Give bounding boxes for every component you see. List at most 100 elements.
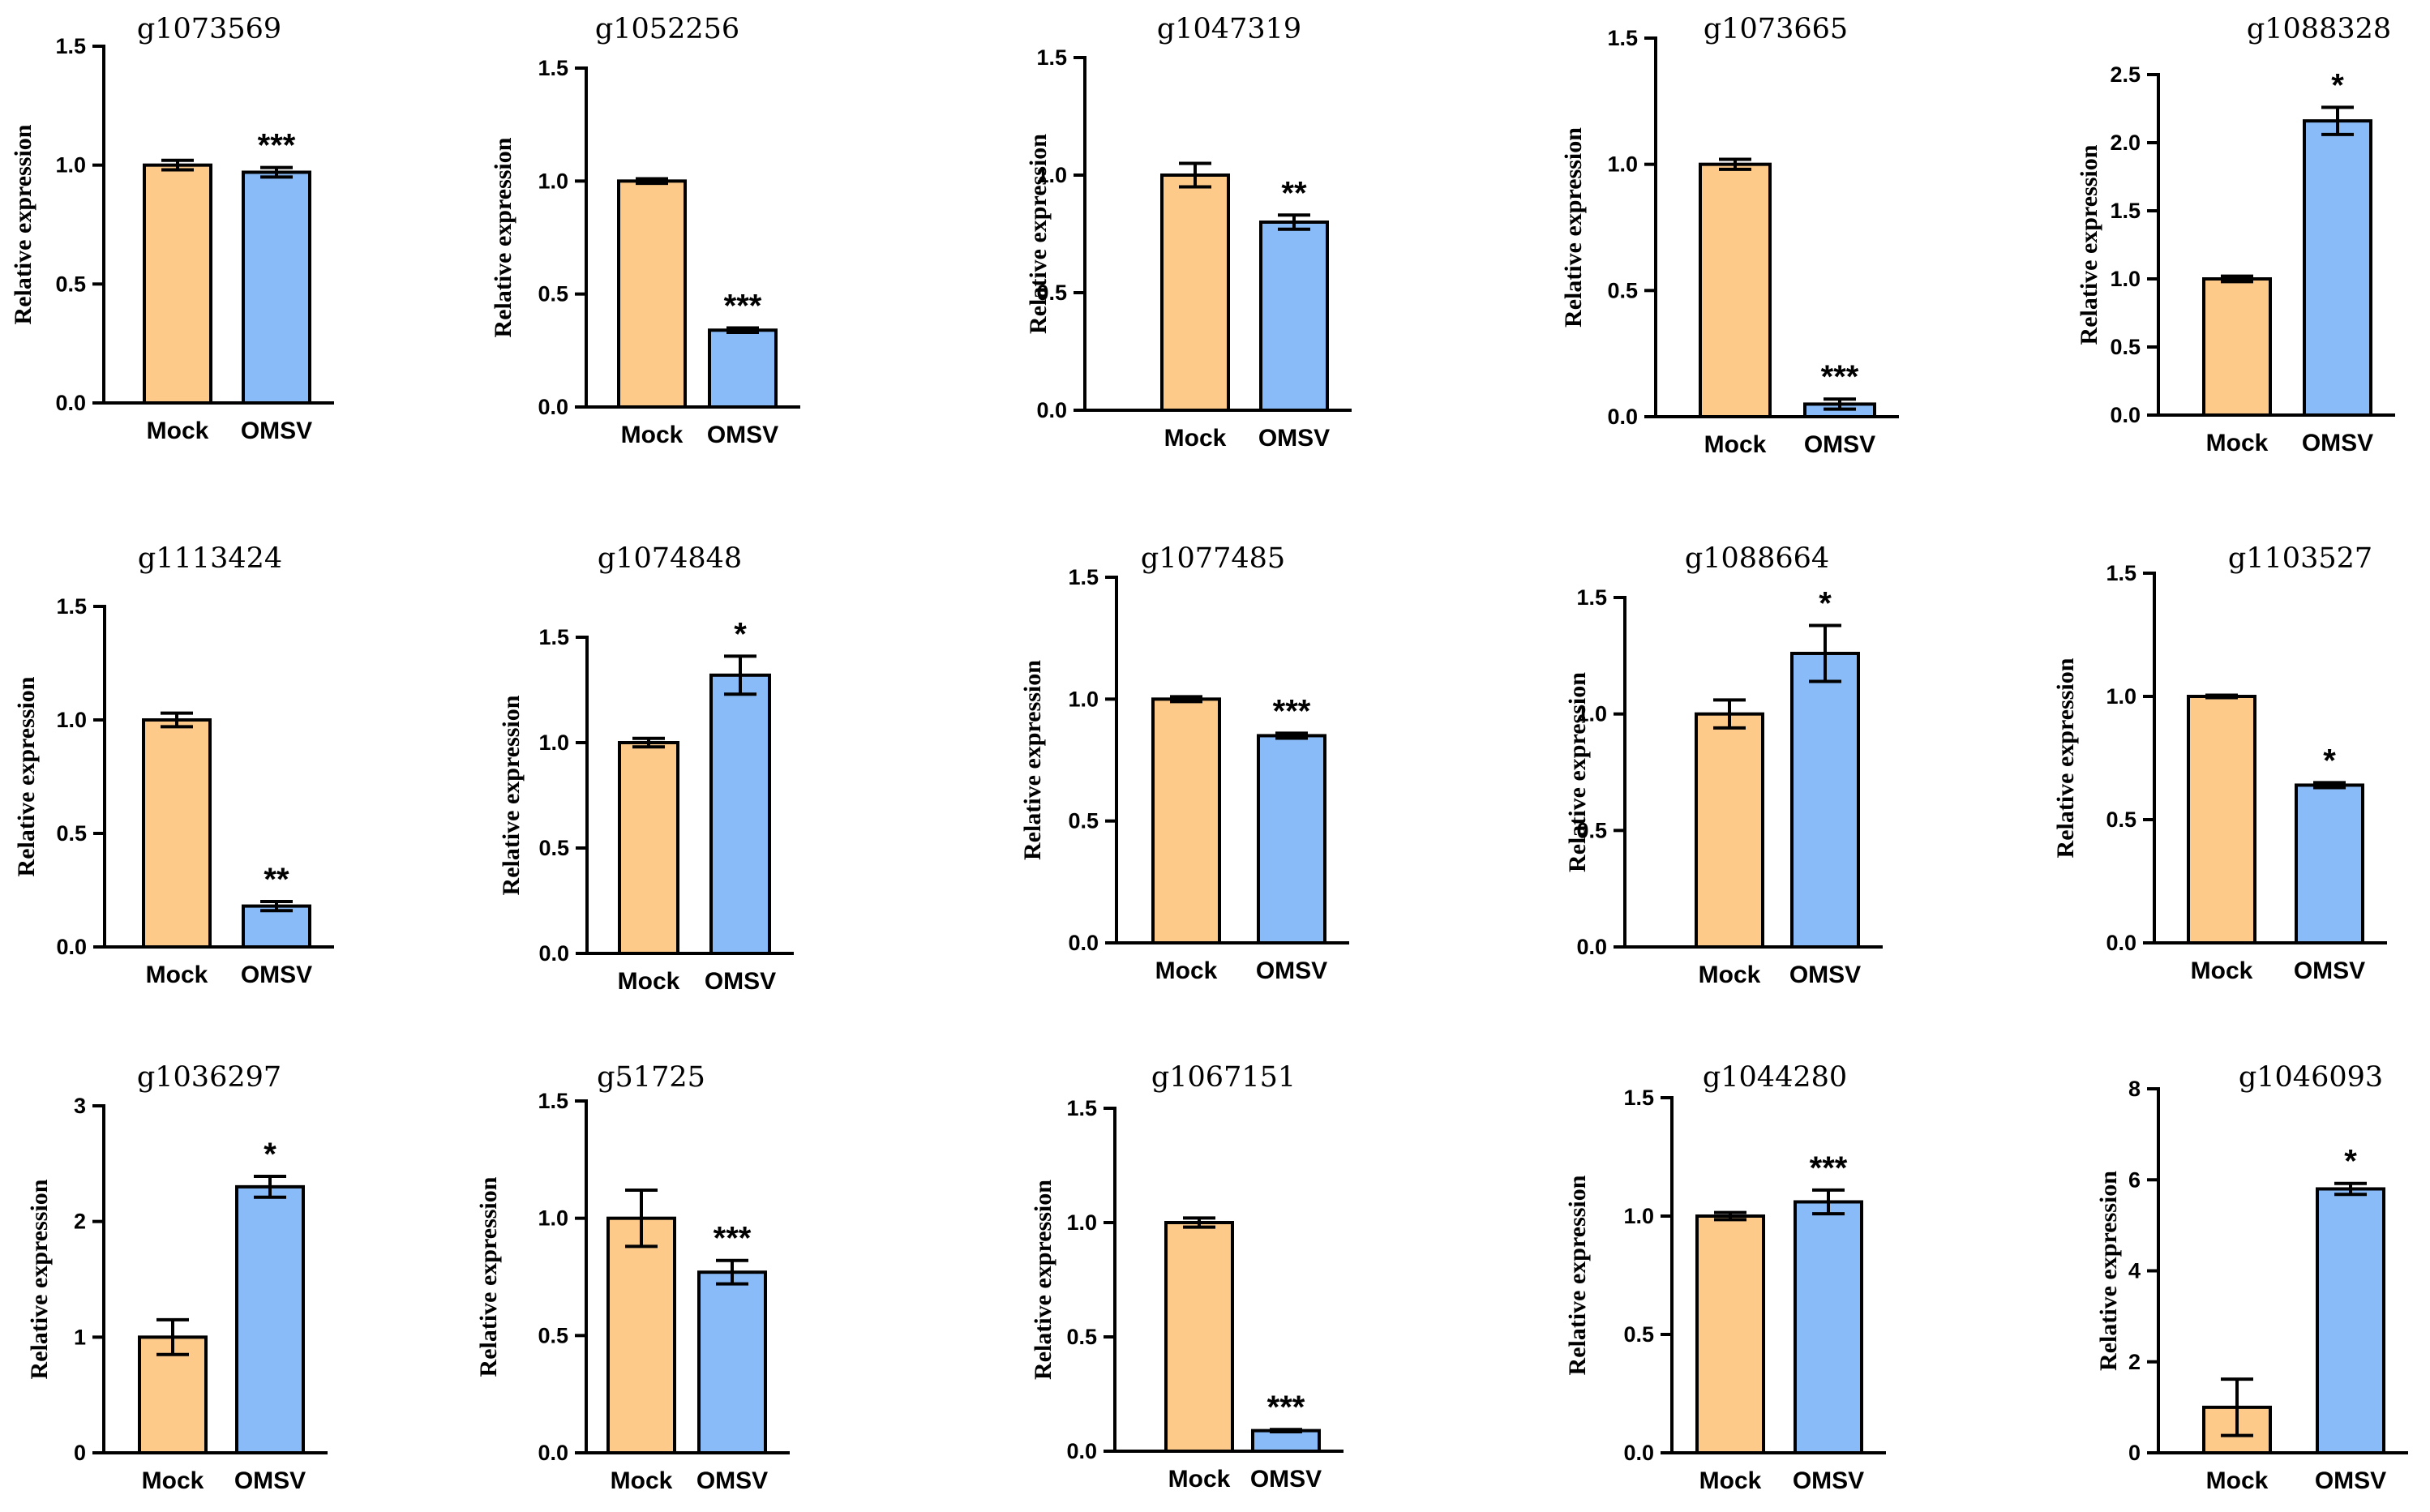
- y-axis-label: Relative expression: [10, 124, 36, 324]
- category-label-mock: Mock: [1164, 425, 1227, 452]
- y-tick-label: 1.5: [56, 594, 87, 619]
- chart-panel-g1103527: g1103527 Relative expression 0.0 0.5 1.0 1.5 M…: [2052, 542, 2387, 984]
- bar-omsv: [1259, 221, 1329, 412]
- y-axis-label: Relative expression: [1025, 134, 1052, 334]
- chart-panel-g1077485: g1077485 Relative expression 0.0 0.5 1.0 1.5 M…: [1019, 542, 1349, 984]
- chart-panel-g1067151: g1067151 Relative expression 0.0 0.5 1.0 1.5 M…: [1030, 1061, 1344, 1493]
- y-tick-label: 1.5: [2110, 199, 2141, 223]
- chart-panel-g1046093: g1046093 Relative expression 0 2 4 6 8 Mock * OMS…: [2095, 1061, 2408, 1494]
- bar-mock: [1160, 173, 1230, 412]
- y-tick-label: 1.5: [538, 1089, 568, 1113]
- category-label-omsv: OMSV: [707, 422, 778, 448]
- y-tick-label: 1.0: [1066, 1210, 1097, 1235]
- y-tick-label: 1.5: [55, 34, 86, 58]
- y-tick-label: 0: [2128, 1441, 2141, 1465]
- bar-omsv: [2303, 119, 2372, 417]
- y-tick-label: 1.0: [1623, 1204, 1654, 1228]
- y-tick-label: 1.5: [538, 56, 568, 80]
- chart-title: g1103527: [2228, 542, 2372, 575]
- category-label-mock: Mock: [618, 968, 680, 995]
- y-axis-label: Relative expression: [2095, 1171, 2122, 1371]
- category-label-mock: Mock: [1699, 962, 1761, 988]
- chart-title: g1047319: [1157, 13, 1301, 45]
- significance-marker: *: [734, 616, 747, 652]
- chart-panel-g1073569: g1073569 Relative expression 0.0 0.5 1.0 1.5 M…: [10, 13, 334, 444]
- y-axis-label: Relative expression: [26, 1179, 53, 1379]
- chart-title: g1113424: [138, 542, 282, 575]
- bar-omsv: [697, 1270, 767, 1455]
- bar-mock: [1695, 712, 1764, 949]
- significance-marker: ***: [1821, 359, 1859, 395]
- bar-omsv: [242, 170, 311, 405]
- y-tick-label: 0.0: [538, 395, 568, 419]
- category-label-omsv: OMSV: [1804, 431, 1875, 458]
- category-label-omsv: OMSV: [696, 1467, 768, 1494]
- bar-omsv: [235, 1184, 305, 1455]
- y-tick-label: 0.0: [1036, 398, 1067, 422]
- chart-title: g1052256: [595, 13, 739, 45]
- y-tick-label: 0.0: [1068, 931, 1099, 955]
- y-tick-label: 1.5: [1623, 1086, 1654, 1110]
- y-axis-label: Relative expression: [475, 1176, 502, 1377]
- chart-title: g1088328: [2247, 13, 2391, 45]
- y-tick-label: 2: [2128, 1350, 2141, 1374]
- chart-panel-g1036297: g1036297 Relative expression 0 1 2 3 Mock * OMSV: [26, 1061, 328, 1494]
- chart-title: g1036297: [137, 1061, 281, 1094]
- bar-omsv: [1790, 651, 1860, 949]
- y-tick-label: 3: [74, 1094, 86, 1118]
- chart-panel-g1052256: g1052256 Relative expression 0.0 0.5 1.0 1.5 M…: [490, 13, 800, 448]
- category-label-omsv: OMSV: [2302, 430, 2373, 456]
- category-label-omsv: OMSV: [2315, 1467, 2386, 1494]
- chart-title: g1073665: [1704, 13, 1848, 45]
- y-tick-label: 0.0: [56, 935, 87, 959]
- y-tick-label: 1.0: [1036, 163, 1067, 187]
- bar-omsv: [709, 673, 771, 955]
- y-tick-label: 0.0: [1607, 405, 1638, 429]
- bar-mock: [2187, 695, 2256, 944]
- y-tick-label: 0.0: [2110, 403, 2141, 427]
- y-tick-label: 1.0: [55, 153, 86, 178]
- y-axis-label: Relative expression: [13, 676, 40, 876]
- y-axis-label: Relative expression: [2052, 657, 2079, 858]
- bar-omsv: [708, 328, 778, 409]
- y-tick-label: 1.0: [1576, 702, 1607, 726]
- chart-panel-g1088664: g1088664 Relative expression 0.0 0.5 1.0 1.5 M…: [1564, 542, 1883, 988]
- y-tick-label: 1.0: [56, 708, 87, 732]
- y-tick-label: 1.5: [1576, 585, 1607, 610]
- y-tick-label: 1.0: [538, 1206, 568, 1231]
- y-tick-label: 0: [74, 1441, 86, 1465]
- y-tick-label: 1.0: [538, 730, 569, 755]
- chart-panel-g51725: g51725 Relative expression 0.0 0.5 1.0 1.5 Moc…: [475, 1061, 790, 1494]
- significance-marker: ***: [714, 1221, 752, 1257]
- y-axis-label: Relative expression: [1564, 1175, 1591, 1375]
- bar-omsv: [1251, 1428, 1321, 1453]
- y-tick-label: 0.5: [1576, 818, 1607, 842]
- y-axis-label: Relative expression: [498, 695, 525, 895]
- y-tick-label: 0.0: [538, 1441, 568, 1465]
- category-label-mock: Mock: [1168, 1466, 1231, 1493]
- category-label-mock: Mock: [147, 418, 209, 444]
- bar-omsv: [242, 904, 311, 949]
- significance-marker: **: [1281, 175, 1307, 211]
- y-tick-label: 0.5: [1068, 809, 1099, 833]
- category-label-mock: Mock: [2206, 430, 2269, 456]
- significance-marker: ***: [258, 128, 296, 164]
- significance-marker: *: [2323, 743, 2336, 778]
- category-label-mock: Mock: [2206, 1467, 2269, 1494]
- y-tick-label: 0.0: [1623, 1441, 1654, 1465]
- category-label-omsv: OMSV: [1789, 962, 1861, 988]
- category-label-mock: Mock: [1699, 1467, 1762, 1494]
- chart-panel-g1073665: g1073665 Relative expression 0.0 0.5 1.0 1.5 M…: [1560, 13, 1899, 458]
- category-label-mock: Mock: [1704, 431, 1767, 458]
- category-label-omsv: OMSV: [2294, 957, 2365, 984]
- y-tick-label: 1.5: [1607, 26, 1638, 50]
- y-tick-label: 1.0: [1068, 687, 1099, 711]
- y-tick-label: 1.0: [538, 169, 568, 193]
- chart-panel-g1088328: g1088328 Relative expression 0.0 0.5 1.0 1.5 2…: [2076, 13, 2395, 456]
- y-tick-label: 1.5: [538, 625, 569, 649]
- category-label-omsv: OMSV: [234, 1467, 306, 1494]
- bar-mock: [618, 741, 679, 955]
- y-tick-label: 0.0: [1066, 1439, 1097, 1463]
- category-label-omsv: OMSV: [1250, 1466, 1322, 1493]
